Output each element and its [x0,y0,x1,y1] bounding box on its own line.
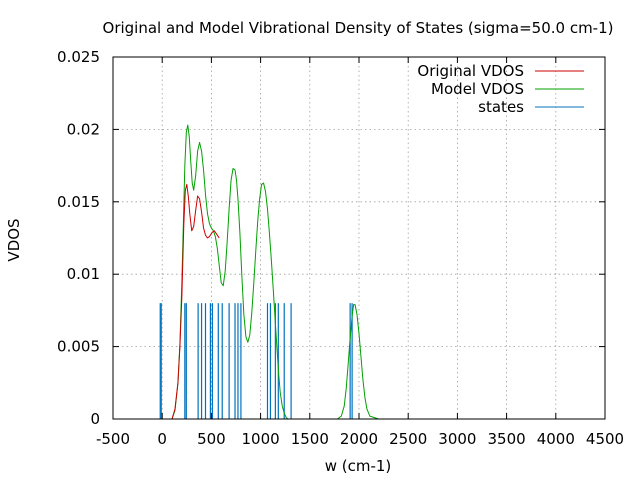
y-axis-title: VDOS [5,218,23,261]
x-tick-label: 1500 [291,430,329,448]
x-tick-label: -500 [96,430,130,448]
x-tick-label: 0 [157,430,167,448]
legend-label-model: Model VDOS [431,80,524,98]
y-tick-label: 0 [90,410,100,428]
x-tick-label: 4000 [537,430,575,448]
grid-lines [113,57,605,419]
x-tick-label: 2500 [389,430,427,448]
x-tick-label: 500 [197,430,226,448]
tick-marks [112,56,606,420]
x-tick-label: 4500 [586,430,624,448]
tick-labels: -500 0 500 1000 1500 2000 2500 3000 3500 4000 4500… [57,48,624,448]
x-tick-label: 2000 [340,430,378,448]
legend-label-original: Original VDOS [417,62,524,80]
legend: Original VDOS Model VDOS states [417,62,584,116]
x-tick-label: 1000 [242,430,280,448]
legend-label-states: states [478,98,524,116]
x-axis-title: w (cm-1) [325,457,392,475]
chart-title: Original and Model Vibrational Density o… [103,19,614,37]
y-tick-label: 0.01 [67,265,100,283]
original-vdos-line [171,183,220,420]
x-tick-label: 3500 [488,430,526,448]
series-layer [159,124,576,420]
y-tick-label: 0.015 [57,193,100,211]
y-tick-label: 0.005 [57,338,100,356]
y-tick-label: 0.025 [57,48,100,66]
x-tick-label: 3000 [438,430,476,448]
y-tick-label: 0.02 [67,120,100,138]
model-vdos-line [171,124,576,420]
